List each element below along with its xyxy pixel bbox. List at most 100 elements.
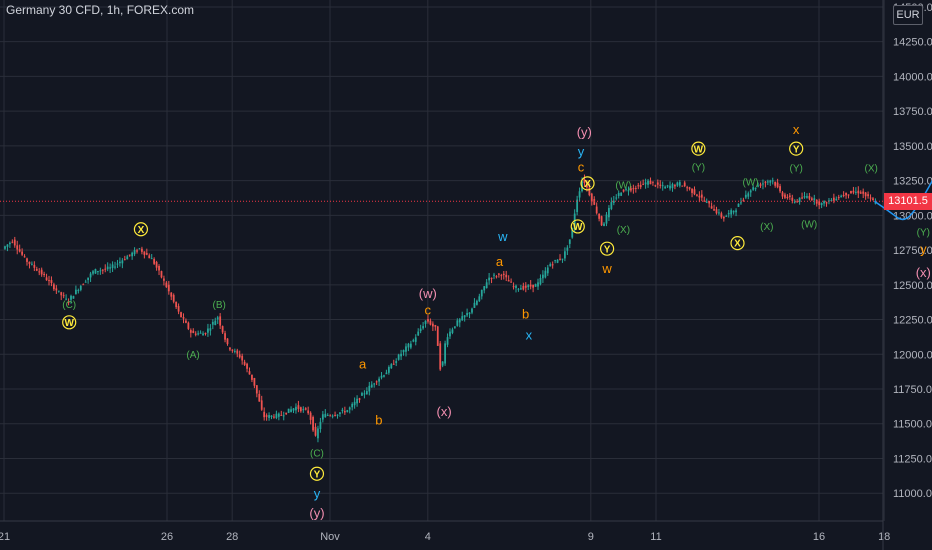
wave-label-circle [691, 141, 706, 156]
candle-body [424, 320, 427, 324]
wave-label: X [584, 179, 591, 190]
candle-body [803, 196, 806, 198]
candle-body [84, 281, 87, 283]
wave-label: y [920, 241, 927, 256]
wave-label: (x) [437, 404, 452, 419]
x-tick-label: 28 [226, 531, 238, 543]
wave-label-circle [309, 466, 325, 481]
candle-body [556, 259, 559, 263]
candle-body [493, 274, 495, 276]
candle-body [441, 361, 444, 366]
projection-path[interactable] [873, 125, 932, 221]
candle-body [801, 197, 803, 199]
candle-body [343, 411, 346, 413]
candle-body [299, 407, 302, 412]
candle-body [275, 413, 278, 418]
candle-body [292, 408, 295, 411]
candle-body [656, 182, 659, 185]
candle-body [490, 277, 493, 279]
candle-body [517, 288, 520, 290]
candle-body [617, 192, 620, 196]
candle-body [295, 406, 297, 411]
candle-body [434, 325, 437, 327]
candle-body [400, 353, 402, 357]
candle-body [175, 301, 178, 308]
candle-body [683, 182, 686, 187]
candle-body [515, 285, 517, 289]
candle-body [603, 223, 605, 226]
y-tick-label: 11000.0 [893, 488, 932, 500]
candle-body [407, 343, 410, 348]
candle-body [762, 183, 764, 185]
wave-label: X [734, 239, 741, 250]
candle-body [544, 270, 547, 278]
candle-body [121, 260, 124, 264]
y-tick-label: 13250.0 [893, 176, 932, 188]
candle-body [77, 289, 80, 292]
candle-body [94, 269, 97, 274]
candle-body [732, 210, 735, 213]
candle-body [505, 274, 508, 278]
currency-button[interactable]: EUR [893, 5, 923, 25]
candle-body [747, 193, 750, 197]
candle-body [779, 186, 781, 192]
candle-body [737, 203, 740, 207]
wave-label: (y) [577, 125, 592, 140]
candle-body [654, 185, 657, 187]
candle-body [610, 202, 613, 209]
candle-body [229, 347, 231, 350]
candle-body [478, 296, 481, 302]
candle-body [586, 182, 588, 188]
candle-body [502, 273, 505, 275]
candle-body [766, 181, 769, 183]
candle-body [463, 315, 466, 318]
candle-body [872, 198, 874, 201]
candle-body [402, 350, 405, 353]
candle-body [141, 248, 143, 252]
y-tick-label: 11500.0 [893, 419, 932, 431]
candle-body [6, 244, 9, 247]
candle-body [612, 200, 615, 203]
candle-body [639, 184, 642, 188]
candle-body [351, 403, 354, 408]
candle-body [148, 255, 151, 259]
candle-body [114, 266, 116, 268]
candle-body [392, 363, 395, 365]
candle-body [282, 415, 285, 417]
candle-body [630, 188, 632, 191]
candle-body [314, 426, 317, 436]
candle-body [857, 190, 860, 194]
candle-body [38, 271, 41, 273]
x-tick-label: Nov [320, 531, 340, 543]
candle-body [246, 363, 248, 369]
wave-label: W [694, 144, 704, 155]
candle-body [192, 330, 195, 333]
x-tick-label: 9 [588, 531, 594, 543]
candle-body [620, 192, 623, 196]
candle-body [808, 196, 811, 199]
candle-body [67, 301, 70, 303]
wave-label-circle [133, 222, 149, 237]
candle-body [331, 415, 334, 417]
candle-body [290, 409, 292, 412]
candle-body [8, 242, 11, 245]
candle-body [4, 246, 6, 249]
candle-body [21, 251, 24, 255]
candle-body [534, 284, 537, 287]
candle-body [128, 254, 131, 256]
candle-body [622, 189, 625, 192]
wave-label: (W) [801, 219, 817, 230]
candle-body [243, 361, 246, 365]
candle-body [18, 249, 21, 252]
candle-body [566, 247, 569, 251]
candle-body [771, 180, 774, 182]
candle-body [598, 213, 601, 219]
candle-body [436, 326, 439, 346]
candle-body [280, 414, 283, 416]
candle-body [666, 185, 669, 187]
candle-body [571, 228, 574, 238]
candle-body [708, 200, 711, 204]
candle-body [774, 182, 777, 186]
candle-body [659, 184, 662, 186]
